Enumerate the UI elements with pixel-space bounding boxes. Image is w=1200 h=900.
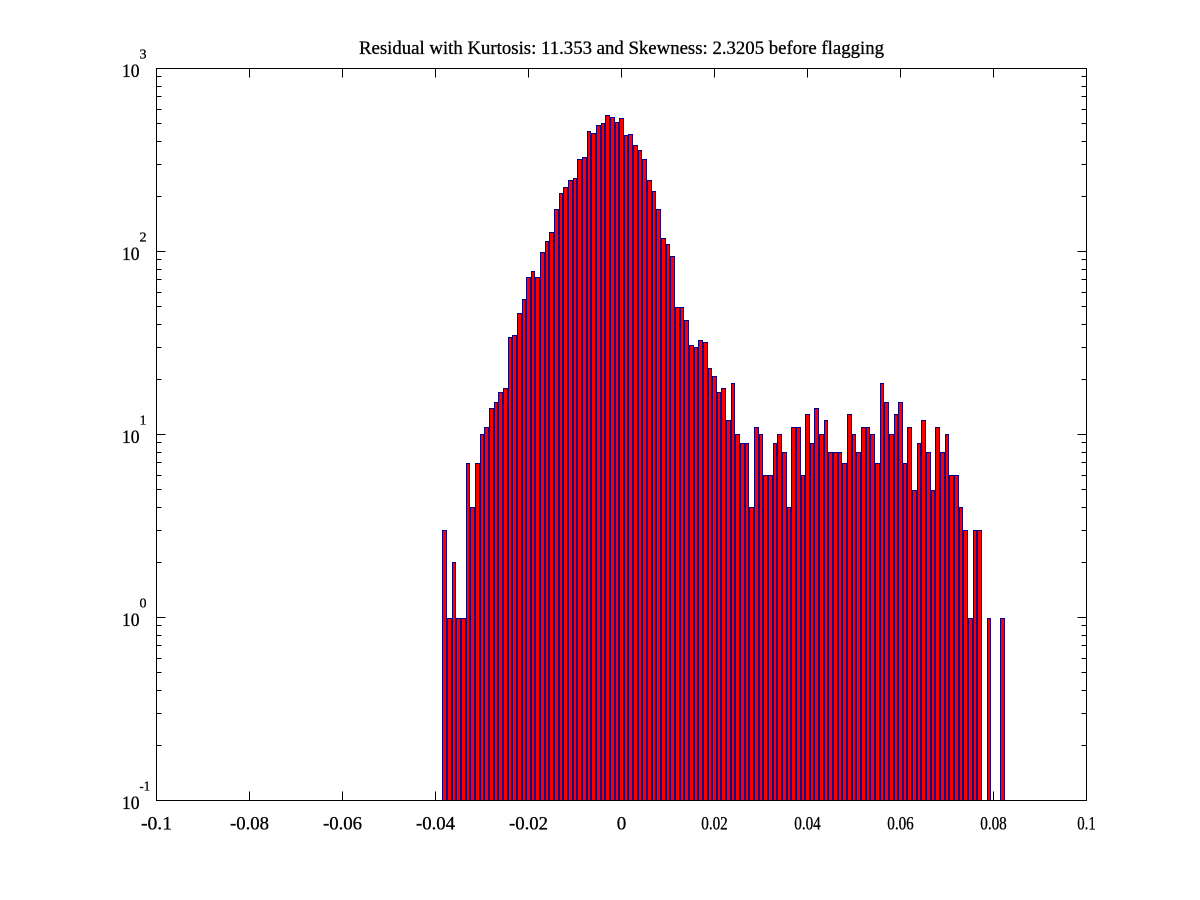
svg-text:2: 2	[140, 231, 147, 246]
svg-text:0: 0	[617, 814, 627, 835]
svg-text:-0.1: -0.1	[141, 814, 172, 835]
svg-text:3: 3	[140, 48, 147, 63]
svg-text:-1: -1	[140, 780, 151, 795]
svg-text:-0.06: -0.06	[323, 814, 362, 835]
svg-text:0.02: 0.02	[701, 814, 728, 835]
svg-text:0: 0	[140, 597, 147, 612]
svg-text:10: 10	[122, 793, 140, 814]
svg-text:-0.04: -0.04	[416, 814, 455, 835]
svg-text:1: 1	[140, 414, 147, 429]
svg-text:0.1: 0.1	[1077, 814, 1096, 835]
svg-text:0.08: 0.08	[980, 814, 1007, 835]
svg-text:10: 10	[122, 61, 140, 82]
svg-text:10: 10	[122, 427, 140, 448]
svg-text:0.04: 0.04	[794, 814, 821, 835]
svg-text:10: 10	[122, 610, 140, 631]
svg-text:Residual with Kurtosis: 11.353: Residual with Kurtosis: 11.353 and Skewn…	[359, 38, 884, 59]
svg-text:10: 10	[122, 244, 140, 265]
svg-text:-0.08: -0.08	[230, 814, 269, 835]
svg-text:-0.02: -0.02	[509, 814, 548, 835]
svg-text:0.06: 0.06	[887, 814, 914, 835]
